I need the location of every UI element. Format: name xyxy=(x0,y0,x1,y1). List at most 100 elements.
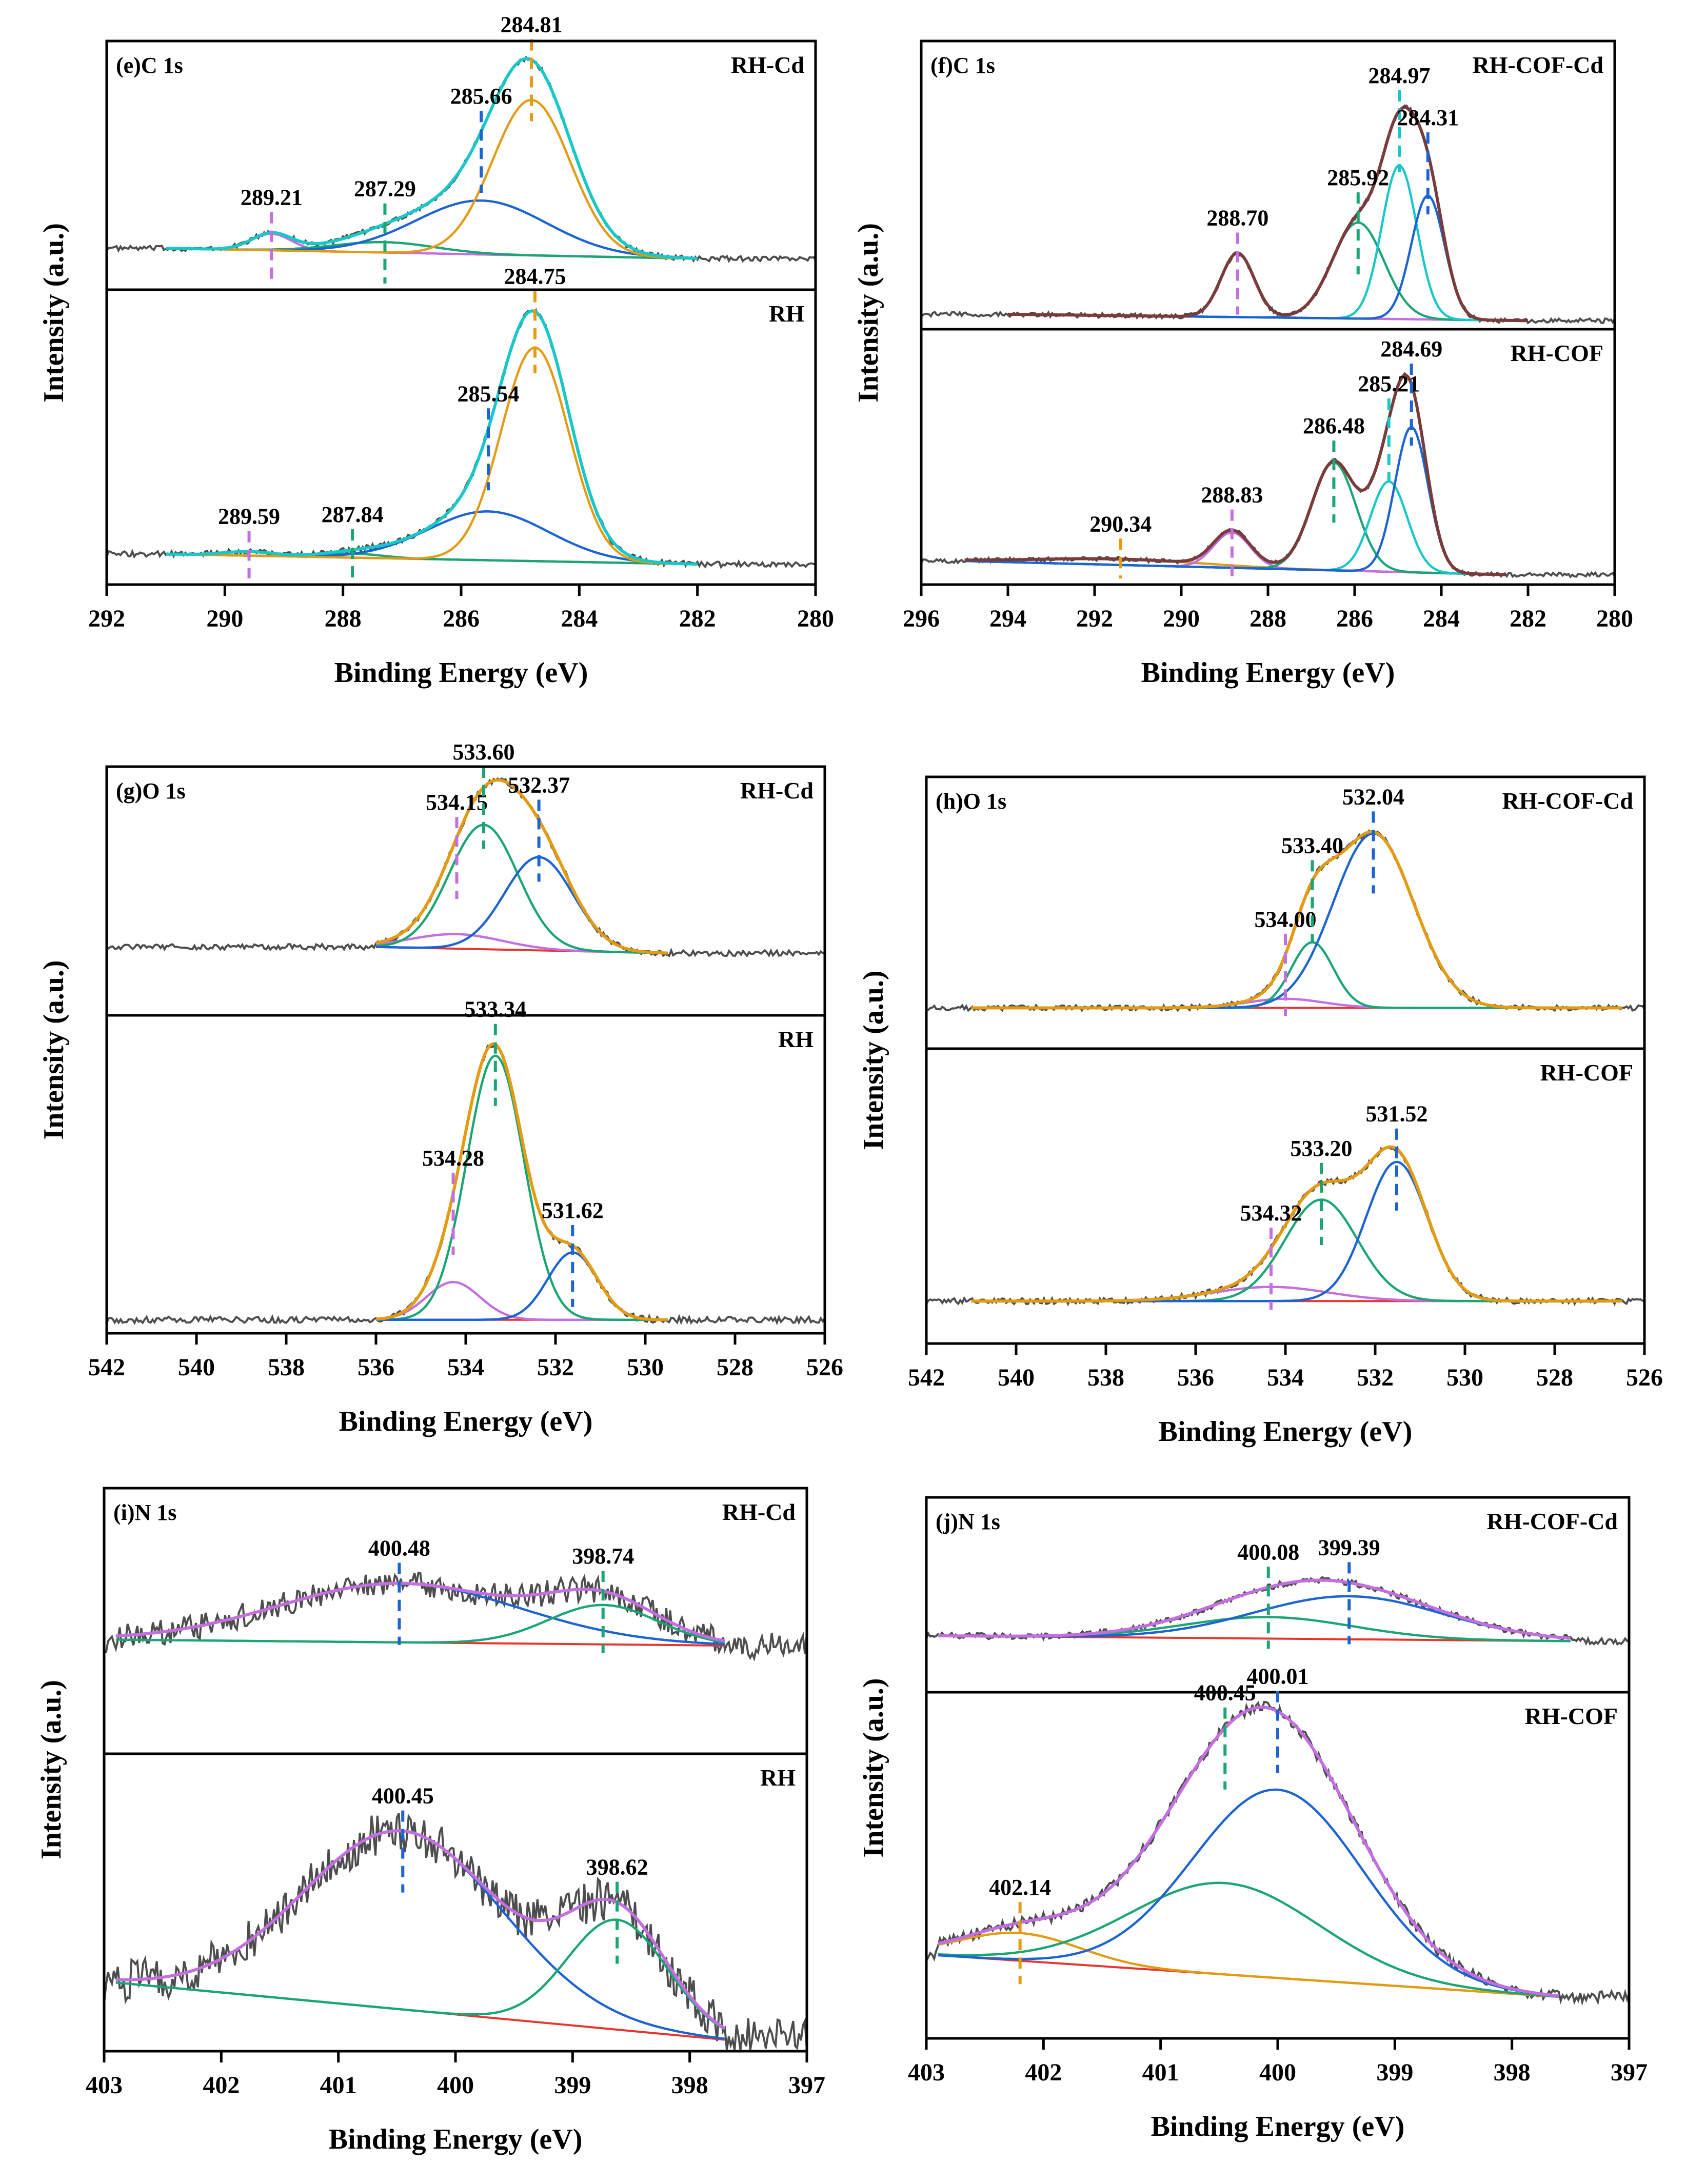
subplot-rh-cd: 289.21 287.29 285.66 284.81 RH-Cd xyxy=(106,12,817,291)
subplot-rh: 400.45 398.62 RH xyxy=(103,1765,808,2051)
x-tick-label: 528 xyxy=(717,1354,753,1381)
subplot-rh-cd: 400.48 398.74 RH-Cd xyxy=(104,1499,808,1755)
subplot-rh: 534.28 533.34 531.62 RH xyxy=(106,997,826,1326)
y-axis-title: Intensity (a.u.) xyxy=(38,960,70,1139)
sample-label: RH-COF xyxy=(1540,1059,1633,1086)
component-peak-402.14 xyxy=(938,1931,1559,1998)
x-tick-label: 536 xyxy=(358,1354,394,1381)
x-tick-label: 403 xyxy=(86,2072,123,2099)
x-tick-label: 402 xyxy=(203,2072,240,2099)
x-tick-label: 532 xyxy=(1357,1364,1394,1391)
component-peak-284.75 xyxy=(166,346,698,566)
x-tick-label: 292 xyxy=(88,605,125,632)
component-peak-531.52 xyxy=(971,1160,1622,1303)
plot-frame xyxy=(920,39,1616,586)
subplot-rh-cd: 534.15 533.60 532.37 RH-Cd xyxy=(106,739,825,1017)
peak-label: 402.14 xyxy=(989,1875,1051,1900)
peak-label: 285.54 xyxy=(457,381,519,406)
peak-label: 534.28 xyxy=(422,1146,484,1171)
component-peak-533.60 xyxy=(375,824,668,954)
sample-label: RH-Cd xyxy=(722,1499,796,1525)
peak-label: 284.81 xyxy=(501,12,563,37)
peak-label: 534.15 xyxy=(426,790,488,815)
peak-label: 284.97 xyxy=(1368,63,1431,88)
fit-envelope-line xyxy=(375,778,668,955)
x-tick-label: 290 xyxy=(206,605,243,632)
x-axis-title: Binding Energy (eV) xyxy=(1151,2111,1405,2142)
y-axis-title: Intensity (a.u.) xyxy=(858,970,889,1150)
subplot-rh: 289.59 287.84 285.54 284.75 RH xyxy=(106,264,817,578)
x-tick-label: 400 xyxy=(1259,2059,1296,2086)
x-tick-label: 398 xyxy=(1494,2059,1531,2086)
x-tick-label: 528 xyxy=(1536,1364,1573,1391)
x-tick-label: 292 xyxy=(1076,605,1113,632)
subplot-rh-cof: 290.34 288.83 286.48 285.21 284.69 RH-COF xyxy=(920,336,1616,578)
peak-label: 288.83 xyxy=(1201,483,1263,508)
peak-label: 398.74 xyxy=(572,1544,634,1569)
x-tick-label: 280 xyxy=(1596,605,1633,632)
component-peak-531.62 xyxy=(376,1251,668,1321)
component-peak-533.40 xyxy=(971,941,1622,1009)
peak-label: 285.66 xyxy=(450,84,512,109)
peak-label: 533.20 xyxy=(1291,1136,1353,1161)
y-axis-title: Intensity (a.u.) xyxy=(852,223,884,403)
peak-label: 284.75 xyxy=(504,264,566,289)
peak-label: 284.31 xyxy=(1397,105,1459,130)
plot-frame xyxy=(105,765,826,1335)
peak-label: 531.52 xyxy=(1366,1101,1428,1127)
x-tick-label: 282 xyxy=(679,605,716,632)
peak-label: 287.29 xyxy=(354,176,416,202)
x-tick-label: 280 xyxy=(797,605,834,632)
x-tick-label: 288 xyxy=(1249,605,1286,632)
x-tick-label: 536 xyxy=(1177,1364,1214,1391)
fit-envelope-line xyxy=(971,830,1622,1010)
fit-envelope-line xyxy=(166,57,698,260)
subplot-rh-cof: 534.32 533.20 531.52 RH-COF xyxy=(925,1059,1645,1310)
panel-label: (i)N 1s xyxy=(113,1500,176,1525)
x-tick-label: 294 xyxy=(989,605,1026,632)
x-tick-label: 540 xyxy=(178,1354,215,1381)
x-tick-label: 402 xyxy=(1025,2059,1062,2086)
peak-label: 287.84 xyxy=(322,502,384,527)
sample-label: RH-Cd xyxy=(731,52,805,78)
x-tick-label: 288 xyxy=(325,605,362,632)
component-peak-284.69 xyxy=(964,426,1506,576)
x-tick-label: 403 xyxy=(908,2059,945,2086)
peak-label: 533.40 xyxy=(1281,833,1343,858)
peak-label: 399.39 xyxy=(1318,1535,1380,1560)
component-peak-533.34 xyxy=(376,1054,668,1321)
raw-spectrum-line xyxy=(925,1576,1630,1646)
peak-label: 400.08 xyxy=(1237,1539,1299,1565)
peak-label: 533.34 xyxy=(464,997,526,1022)
sample-label: RH xyxy=(778,1026,814,1052)
x-tick-label: 542 xyxy=(908,1364,945,1391)
fit-envelope-line xyxy=(938,1706,1559,1998)
panel-label: (g)O 1s xyxy=(116,778,186,804)
x-tick-label: 400 xyxy=(437,2072,474,2099)
x-tick-label: 398 xyxy=(671,2072,708,2099)
x-tick-label: 530 xyxy=(627,1354,664,1381)
peak-label: 400.45 xyxy=(372,1784,434,1809)
fit-envelope-line xyxy=(964,374,1506,576)
x-tick-label: 534 xyxy=(1267,1364,1304,1391)
x-axis-title: Binding Energy (eV) xyxy=(1141,657,1395,689)
x-axis-title: Binding Energy (eV) xyxy=(329,2123,583,2155)
x-tick-label: 401 xyxy=(320,2072,357,2099)
x-tick-label: 540 xyxy=(998,1364,1035,1391)
peak-label: 285.21 xyxy=(1358,371,1420,396)
x-tick-label: 532 xyxy=(537,1354,574,1381)
x-tick-label: 538 xyxy=(268,1354,305,1381)
peak-label: 400.48 xyxy=(368,1536,430,1561)
peak-label: 290.34 xyxy=(1089,511,1152,536)
peak-label: 289.21 xyxy=(241,185,303,210)
y-axis-title: Intensity (a.u.) xyxy=(858,1678,889,1857)
raw-spectrum-line xyxy=(920,372,1616,578)
plot-frame xyxy=(105,39,817,586)
peak-label: 400.01 xyxy=(1247,1664,1309,1689)
peak-label: 534.32 xyxy=(1240,1200,1302,1226)
peak-label: 286.48 xyxy=(1303,413,1365,438)
sample-label: RH-COF-Cd xyxy=(1502,788,1633,814)
